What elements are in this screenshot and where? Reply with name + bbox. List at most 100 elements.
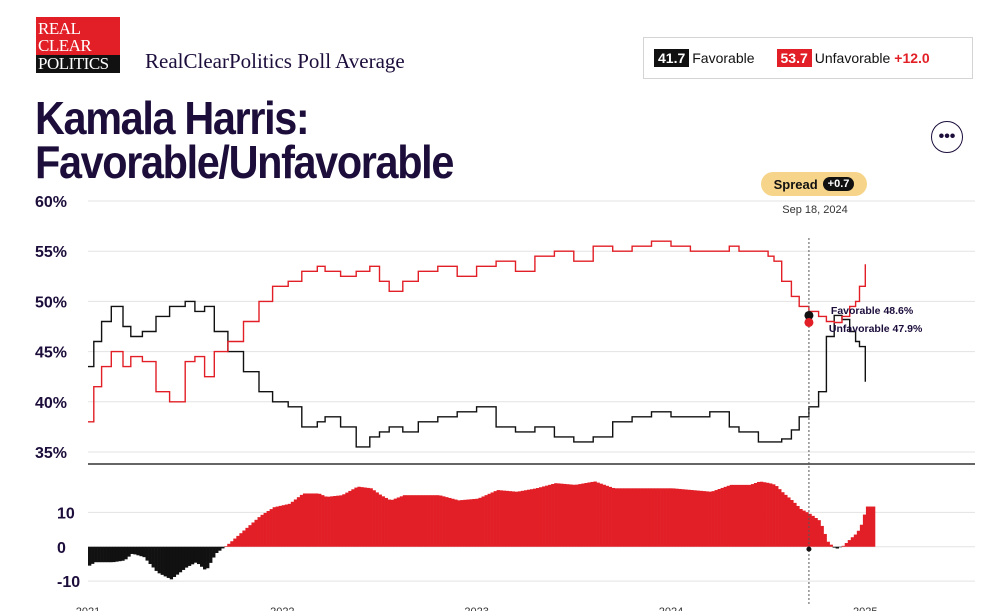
spread-bar [439,495,443,547]
spread-bar [596,482,600,547]
spread-bar [366,487,370,547]
spread-bar [293,499,298,547]
spread-bar [675,488,679,547]
spread-bar [808,513,812,547]
spread-bar [209,546,213,563]
logo-line-3: POLITICS [36,55,120,73]
spread-bar [296,497,301,547]
x-tick-2021: 2021 [76,606,100,611]
spread-bar [354,487,358,547]
hover-favorable-dot [804,310,814,320]
spread-bar [466,499,470,547]
spread-bar [145,546,149,561]
spread-bar [526,489,531,547]
spread-bar [660,488,664,547]
spread-bar [493,491,497,547]
spread-bar [708,491,712,547]
spread-bar [287,503,292,547]
spread-bar [853,534,858,547]
spread-bar [175,546,180,575]
spread-bar [523,490,528,547]
y-tick-50: 50% [35,294,67,311]
spread-bar [348,490,352,547]
spread-bar [681,489,685,547]
spread-bar [399,496,404,547]
spread-bar [738,484,743,547]
spread-bar [784,494,788,547]
spread-bar [590,481,594,547]
spread-bar [260,514,264,547]
spread-bar [200,546,204,567]
spread-bar [433,495,437,547]
spread-bar [345,492,349,547]
spread-bar [163,546,167,577]
spread-bar [599,483,603,547]
spread-bar [184,546,189,568]
spread-bar [221,546,225,549]
spread-bar [103,546,107,563]
spread-bar [157,546,161,574]
spread-bar [669,488,673,547]
spread-bar [696,490,700,547]
spread-bar [251,522,255,547]
spread-bar [375,492,379,547]
spread-bar [620,488,625,547]
spread-bar [626,488,631,547]
spread-bar [196,546,201,565]
spread-bar [94,546,98,563]
spread-bar [811,515,815,547]
spread-bar [566,484,570,547]
spread-bar [315,493,319,547]
spread-bar [248,525,252,547]
spread-bar [750,484,755,547]
spread-bar [756,481,761,547]
spread-bar [448,497,452,547]
spread-bar [563,483,567,547]
more-options-button[interactable]: ••• [931,121,963,153]
spread-bar [333,496,337,547]
spread-bar [514,491,519,547]
x-tick-2024: 2024 [659,606,683,611]
spread-bar [378,494,382,547]
spread-bar [705,491,709,547]
current-values-legend: 41.7 Favorable 53.7 Unfavorable +12.0 [643,37,973,79]
spread-bar [629,488,634,547]
spread-bar [321,495,325,547]
spread-bar [723,486,727,547]
spread-bar [759,481,764,547]
spread-bar [778,489,782,547]
spread-bar [753,483,758,547]
spread-bar [475,498,479,547]
spread-bar [817,520,821,547]
spread-bar [408,495,413,547]
spread-bar [342,494,346,547]
spread-bar [702,491,706,547]
hover-unfavorable-text: Unfavorable 47.9% [829,323,923,335]
spread-bar [227,543,231,547]
unfavorable-legend-label: Unfavorable [814,50,891,66]
spread-bar [393,498,398,547]
spread-bar [318,493,322,547]
spread-bar [647,488,652,547]
spread-bar [545,485,549,547]
hover-markers [804,310,814,552]
spread-bar [862,514,867,547]
spread-bar [557,483,561,547]
spread-bar [427,495,431,547]
spread-bar [115,546,119,562]
spread-bar [387,499,391,547]
spread-bar [417,495,422,547]
spread-bar [369,488,373,547]
spread-bar [178,546,183,573]
spread-bar [451,498,455,547]
rcp-logo[interactable]: REAL CLEAR POLITICS [36,17,120,73]
x-tick-2023: 2023 [464,606,488,611]
spread-bar [714,490,718,547]
spread-bar [457,500,461,547]
spread-bar [560,483,564,547]
spread-bar [663,488,667,547]
spread-bar [212,546,216,558]
spread-bar [133,546,137,555]
spread-bar [578,484,582,547]
